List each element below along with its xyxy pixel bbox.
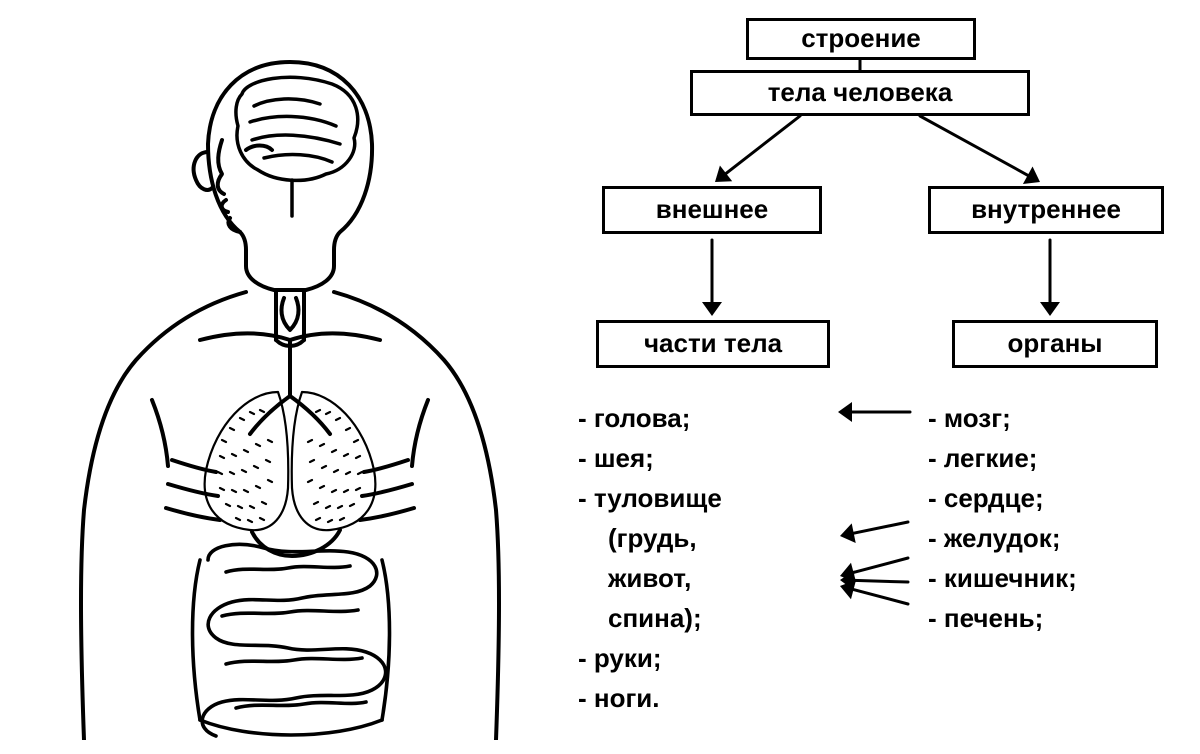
box-title: тела человека xyxy=(690,70,1030,116)
box-right1-text: внутреннее xyxy=(971,196,1121,223)
box-right2: органы xyxy=(952,320,1158,368)
list-item: - ноги. xyxy=(578,678,722,718)
list-item: - печень; xyxy=(928,598,1077,638)
box-left1: внешнее xyxy=(602,186,822,234)
box-root: строение xyxy=(746,18,976,60)
box-left1-text: внешнее xyxy=(656,196,768,223)
list-item: - легкие; xyxy=(928,438,1077,478)
list-item: (грудь, xyxy=(578,518,722,558)
list-body-parts: - голова;- шея;- туловище(грудь,живот,сп… xyxy=(578,398,722,718)
list-item: - туловище xyxy=(578,478,722,518)
box-right1: внутреннее xyxy=(928,186,1164,234)
list-item: - руки; xyxy=(578,638,722,678)
list-item: - шея; xyxy=(578,438,722,478)
anatomy-figure xyxy=(40,40,540,740)
list-item: - мозг; xyxy=(928,398,1077,438)
box-title-text: тела человека xyxy=(768,79,953,106)
list-organs: - мозг;- легкие;- сердце;- желудок;- киш… xyxy=(928,398,1077,638)
list-item: - голова; xyxy=(578,398,722,438)
box-root-text: строение xyxy=(801,25,921,52)
list-item: спина); xyxy=(578,598,722,638)
list-item: - кишечник; xyxy=(928,558,1077,598)
box-left2: части тела xyxy=(596,320,830,368)
list-item: живот, xyxy=(578,558,722,598)
list-item: - желудок; xyxy=(928,518,1077,558)
box-right2-text: органы xyxy=(1008,330,1103,357)
list-item: - сердце; xyxy=(928,478,1077,518)
box-left2-text: части тела xyxy=(644,330,782,357)
